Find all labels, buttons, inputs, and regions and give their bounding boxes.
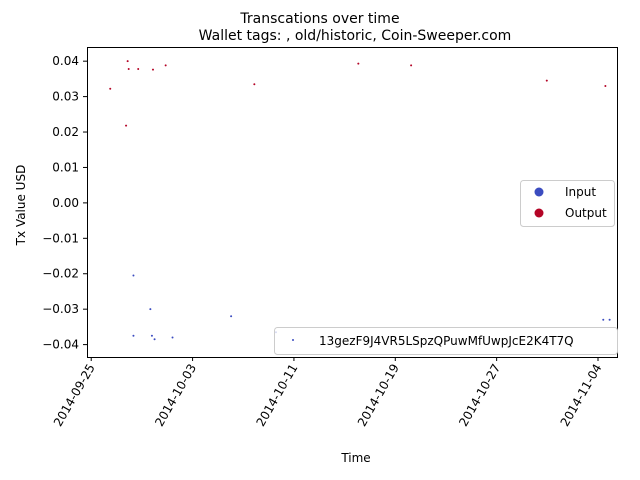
y-tick-label-8: −0.04	[42, 338, 79, 352]
y-axis: 0.04 0.03 0.02 0.01 0.00 −0.01 −0.02 −0.03 −0.04	[42, 54, 87, 352]
x-tick-label-1: 2014-10-03	[152, 362, 199, 429]
data-point-input-5	[171, 336, 174, 339]
data-point-input-9	[608, 318, 611, 321]
y-tick-label-4: 0.00	[52, 196, 79, 210]
data-point-output-2	[126, 60, 129, 63]
data-point-output-8	[357, 62, 360, 65]
legend-label-wallet: 13gezF9J4VR5LSpzQPuwMfUwpJcE2K4T7Q	[319, 334, 574, 348]
x-tick-label-4: 2014-10-27	[456, 362, 503, 429]
data-point-input-2	[149, 308, 152, 311]
x-tick-label-2: 2014-10-11	[254, 362, 301, 429]
y-tick-label-0: 0.04	[52, 54, 79, 68]
legend-box	[520, 180, 615, 227]
x-tick-label-0: 2014-09-25	[51, 362, 98, 429]
y-tick-label-7: −0.03	[42, 302, 79, 316]
data-point-output-9	[410, 64, 413, 67]
data-point-output-7	[253, 83, 256, 86]
legend-wallet: 13gezF9J4VR5LSpzQPuwMfUwpJcE2K4T7Q	[274, 327, 618, 355]
data-point-input-4	[153, 338, 156, 341]
legend-label-output: Output	[565, 206, 607, 220]
data-point-output-10	[545, 79, 548, 82]
data-point-output-0	[109, 87, 112, 90]
data-point-output-5	[151, 68, 154, 71]
chart-title: Transcations over time	[239, 11, 399, 27]
x-tick-label-5: 2014-11-04	[558, 362, 605, 429]
data-point-input-1	[132, 334, 135, 337]
plot-frame	[87, 47, 618, 358]
legend-direction: Input Output	[520, 180, 615, 227]
y-tick-label-3: 0.01	[52, 160, 79, 174]
y-axis-label: Tx Value USD	[14, 165, 28, 247]
legend-marker-input	[534, 187, 544, 197]
data-point-output-11	[604, 84, 607, 87]
x-axis: 2014-09-25 2014-10-03 2014-10-11 2014-10-19…	[51, 357, 605, 429]
data-point-input-8	[602, 318, 605, 321]
y-tick-label-6: −0.02	[42, 267, 79, 281]
y-tick-label-2: 0.02	[52, 125, 79, 139]
data-point-output-6	[164, 64, 167, 67]
legend-marker-output	[534, 208, 544, 218]
legend-box	[274, 327, 618, 355]
data-point-output-4	[137, 67, 140, 70]
legend-marker-wallet	[292, 339, 294, 341]
y-tick-label-1: 0.03	[52, 90, 79, 104]
data-point-input-3	[150, 334, 153, 337]
data-point-input-6	[230, 315, 233, 318]
data-point-output-1	[125, 124, 128, 127]
data-point-input-0	[132, 274, 135, 277]
x-axis-label: Time	[340, 451, 370, 465]
x-tick-label-3: 2014-10-19	[355, 362, 402, 429]
legend-label-input: Input	[565, 185, 596, 199]
chart-subtitle: Wallet tags: , old/historic, Coin-Sweepe…	[199, 28, 512, 44]
data-point-output-3	[127, 67, 130, 70]
y-tick-label-5: −0.01	[42, 231, 79, 245]
